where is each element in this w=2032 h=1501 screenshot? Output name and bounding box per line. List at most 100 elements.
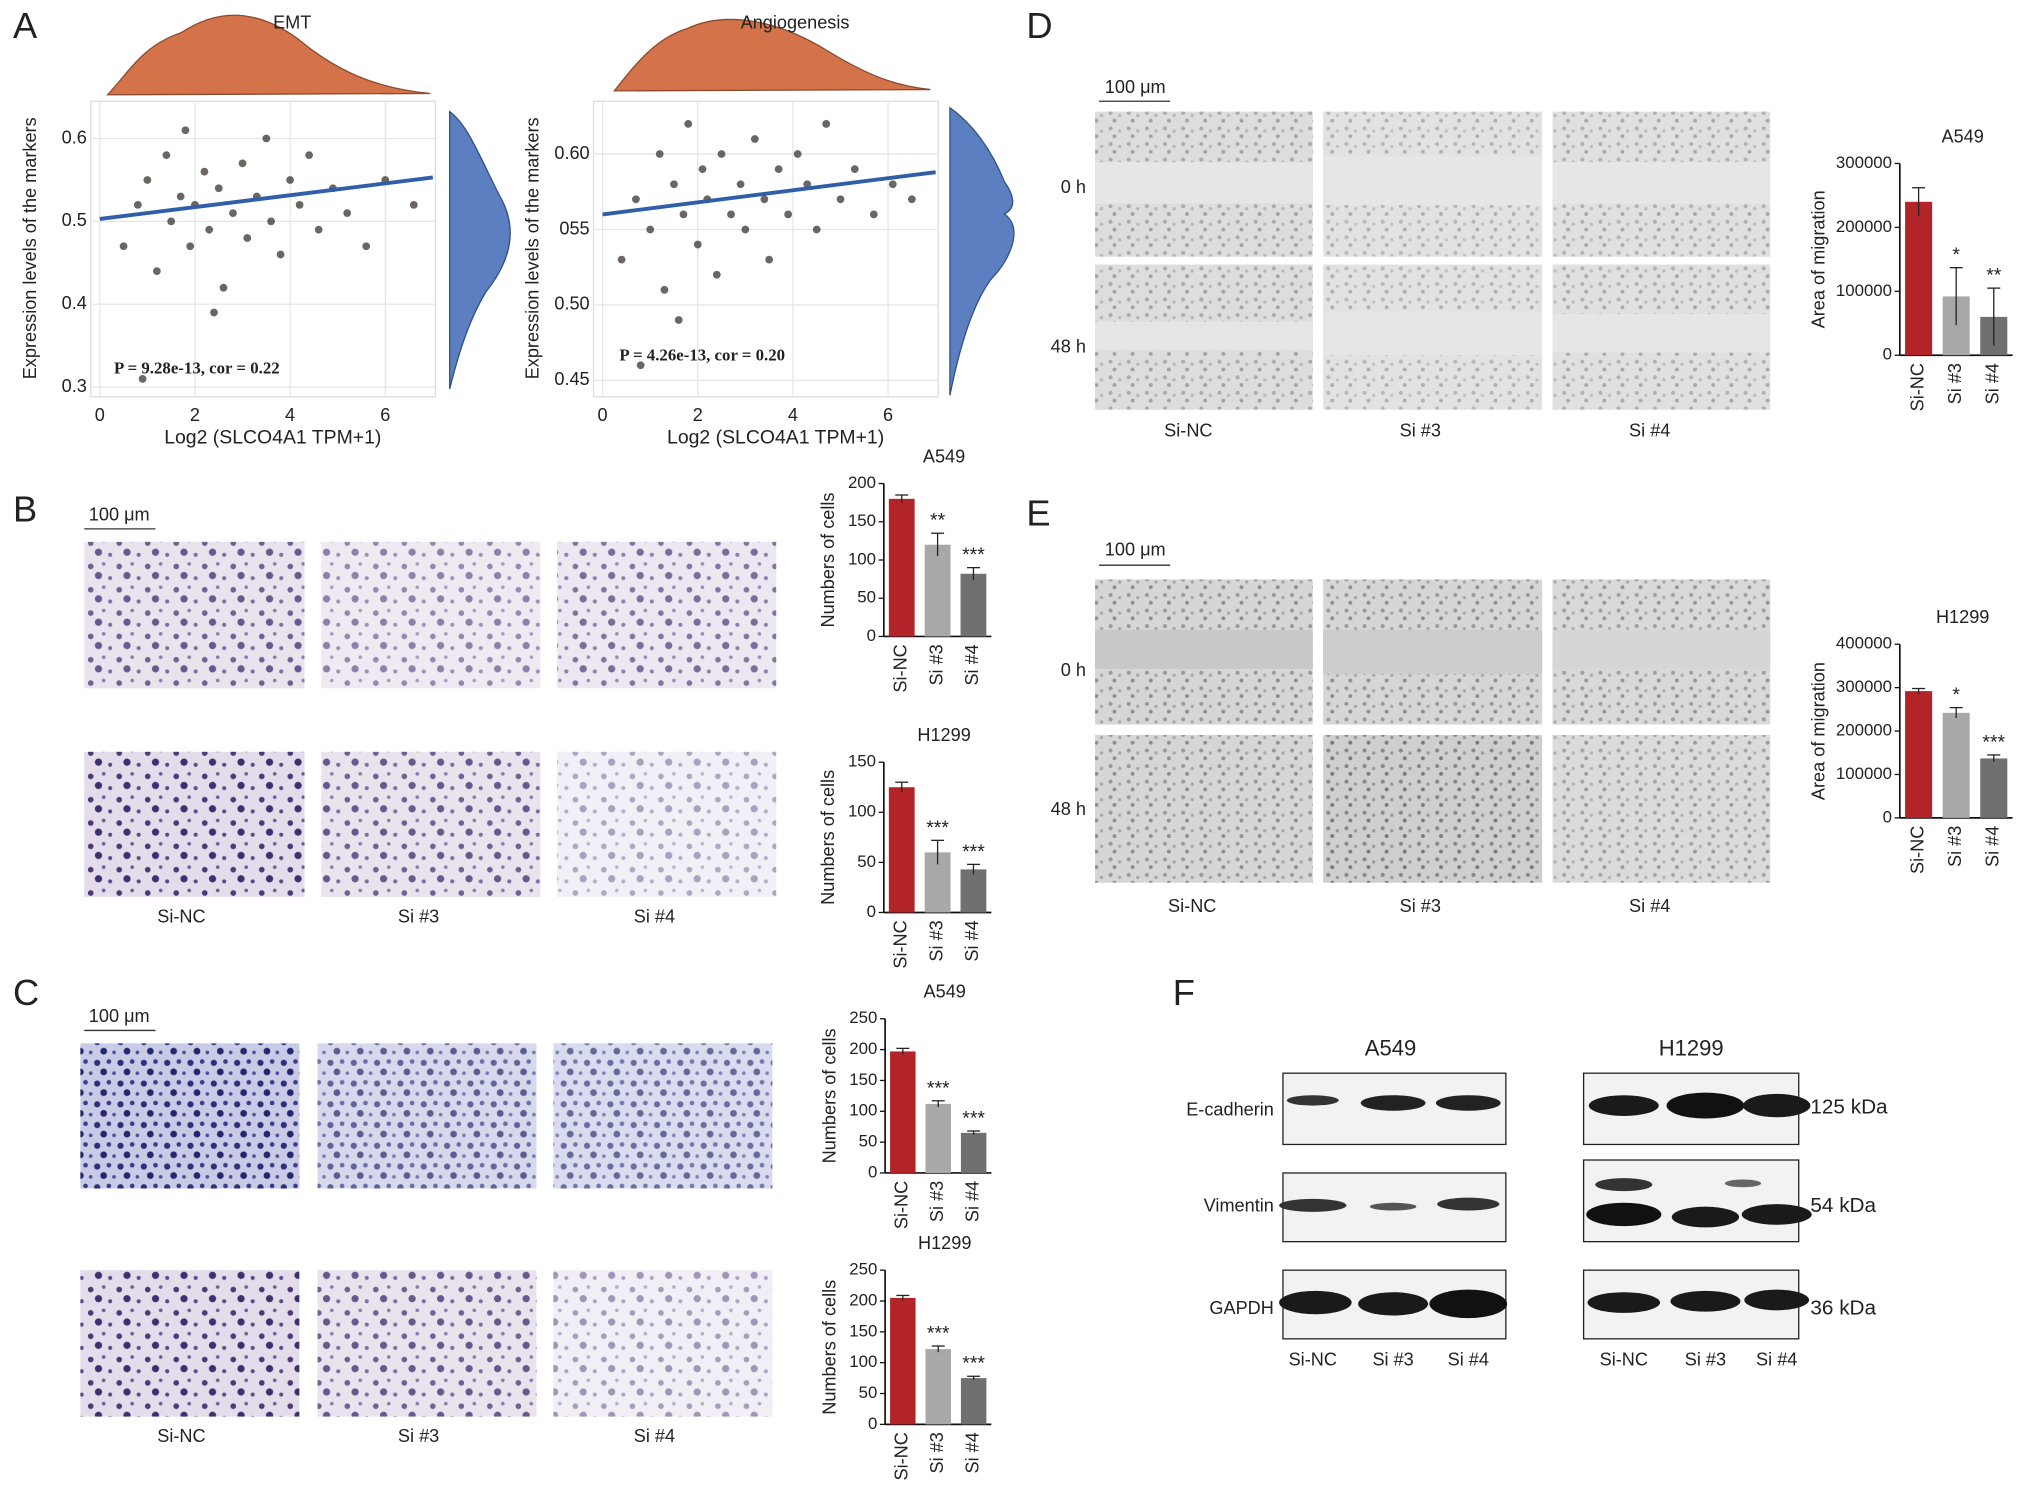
x-tick-label: Si-NC bbox=[892, 1432, 912, 1480]
bar bbox=[890, 1297, 916, 1425]
y-tick-label: 0.5 bbox=[62, 210, 87, 230]
significance: * bbox=[1952, 244, 1960, 266]
point bbox=[276, 250, 285, 259]
point bbox=[314, 225, 323, 234]
point bbox=[836, 195, 845, 204]
point bbox=[181, 126, 190, 135]
y-tick-label: 200000 bbox=[1836, 217, 1892, 236]
point bbox=[238, 159, 247, 168]
point bbox=[636, 361, 645, 370]
chart-title: EMT bbox=[273, 12, 311, 32]
x-tick-label: Si #4 bbox=[962, 644, 982, 685]
panel-label: D bbox=[1026, 5, 1052, 46]
y-tick-label: 50 bbox=[859, 1383, 878, 1402]
point bbox=[343, 209, 352, 218]
point bbox=[119, 242, 128, 251]
condition-label: Si-NC bbox=[1164, 421, 1212, 441]
point bbox=[162, 151, 171, 159]
y-tick-label: 250 bbox=[849, 1260, 877, 1279]
point bbox=[176, 192, 185, 201]
y-axis-label: Numbers of cells bbox=[819, 1280, 839, 1415]
point bbox=[409, 200, 418, 209]
y-axis-label: Area of migration bbox=[1808, 190, 1828, 328]
significance: *** bbox=[962, 1107, 985, 1129]
point bbox=[741, 225, 750, 234]
x-tick-label: Si-NC bbox=[891, 644, 911, 692]
y-tick-label: 100 bbox=[849, 1352, 877, 1371]
chart-title: H1299 bbox=[1936, 607, 1989, 627]
density-x bbox=[106, 14, 431, 96]
x-tick-label: Si #4 bbox=[962, 1181, 982, 1222]
significance: *** bbox=[1982, 731, 2005, 753]
chart-title: A549 bbox=[1941, 126, 1983, 146]
x-tick-label: 2 bbox=[693, 405, 703, 425]
y-tick-label: 0.4 bbox=[62, 293, 87, 313]
protein-label: Vimentin bbox=[1204, 1195, 1274, 1215]
bar bbox=[960, 573, 987, 637]
condition-label: Si-NC bbox=[157, 1426, 205, 1446]
point bbox=[736, 180, 745, 189]
condition-label: Si #4 bbox=[1629, 421, 1670, 441]
point bbox=[850, 165, 859, 174]
significance: *** bbox=[927, 1322, 950, 1344]
condition-label: Si #4 bbox=[634, 1426, 675, 1446]
y-tick-label: 200 bbox=[849, 1039, 877, 1058]
x-tick-label: Si-NC bbox=[891, 920, 911, 968]
x-tick-label: 6 bbox=[380, 405, 390, 425]
point bbox=[888, 180, 897, 189]
point bbox=[679, 210, 688, 219]
y-tick-label: 300000 bbox=[1836, 153, 1892, 172]
significance: *** bbox=[926, 817, 949, 839]
panel-label: E bbox=[1026, 493, 1050, 534]
condition-label: Si #4 bbox=[1629, 896, 1670, 916]
micrographs-d bbox=[1095, 100, 1771, 410]
condition-label: Si #3 bbox=[398, 1426, 439, 1446]
protein-label: GAPDH bbox=[1209, 1298, 1273, 1318]
y-tick-label: 150 bbox=[849, 1070, 877, 1089]
y-tick-label: 250 bbox=[849, 1008, 877, 1027]
point bbox=[362, 242, 371, 251]
chart-title: Angiogenesis bbox=[741, 12, 850, 32]
point bbox=[295, 200, 304, 209]
lane-label: Si #3 bbox=[1372, 1350, 1413, 1370]
x-tick-label: 4 bbox=[285, 405, 295, 425]
point bbox=[267, 217, 275, 226]
y-tick-label: 150 bbox=[848, 511, 876, 530]
bar bbox=[924, 544, 951, 637]
point bbox=[698, 165, 707, 174]
point bbox=[822, 119, 831, 128]
point bbox=[693, 240, 702, 249]
point bbox=[812, 225, 821, 234]
plot-bg bbox=[592, 100, 939, 398]
x-tick-label: 6 bbox=[883, 405, 893, 425]
point bbox=[750, 135, 759, 143]
point bbox=[143, 176, 152, 184]
point bbox=[186, 242, 195, 251]
bar bbox=[1905, 691, 1933, 818]
blot-title: A549 bbox=[1365, 1036, 1416, 1061]
western-blot bbox=[1279, 1072, 1812, 1340]
point bbox=[774, 165, 783, 174]
micrographs-b bbox=[84, 528, 777, 897]
scale-bar-label: 100 μm bbox=[89, 1006, 150, 1026]
point bbox=[803, 180, 812, 189]
y-tick-label: 0.45 bbox=[554, 369, 589, 389]
x-tick-label: Si #4 bbox=[962, 920, 982, 961]
y-axis-label: Expression levels of the markers bbox=[20, 117, 40, 379]
significance: *** bbox=[927, 1077, 950, 1099]
significance: ** bbox=[930, 510, 946, 532]
time-label: 0 h bbox=[1061, 660, 1086, 680]
density-y bbox=[449, 110, 511, 390]
condition-label: Si-NC bbox=[1168, 896, 1216, 916]
y-tick-label: 0 bbox=[1883, 345, 1892, 364]
y-tick-label: 200 bbox=[849, 1290, 877, 1309]
scale-bar-label: 100 μm bbox=[1105, 77, 1166, 97]
x-tick-label: 0 bbox=[95, 405, 105, 425]
point bbox=[152, 267, 161, 276]
y-tick-label: 50 bbox=[859, 1132, 878, 1151]
point bbox=[617, 255, 626, 264]
point bbox=[717, 150, 726, 158]
lane-label: Si #4 bbox=[1448, 1350, 1489, 1370]
x-tick-label: Si #4 bbox=[962, 1432, 982, 1473]
